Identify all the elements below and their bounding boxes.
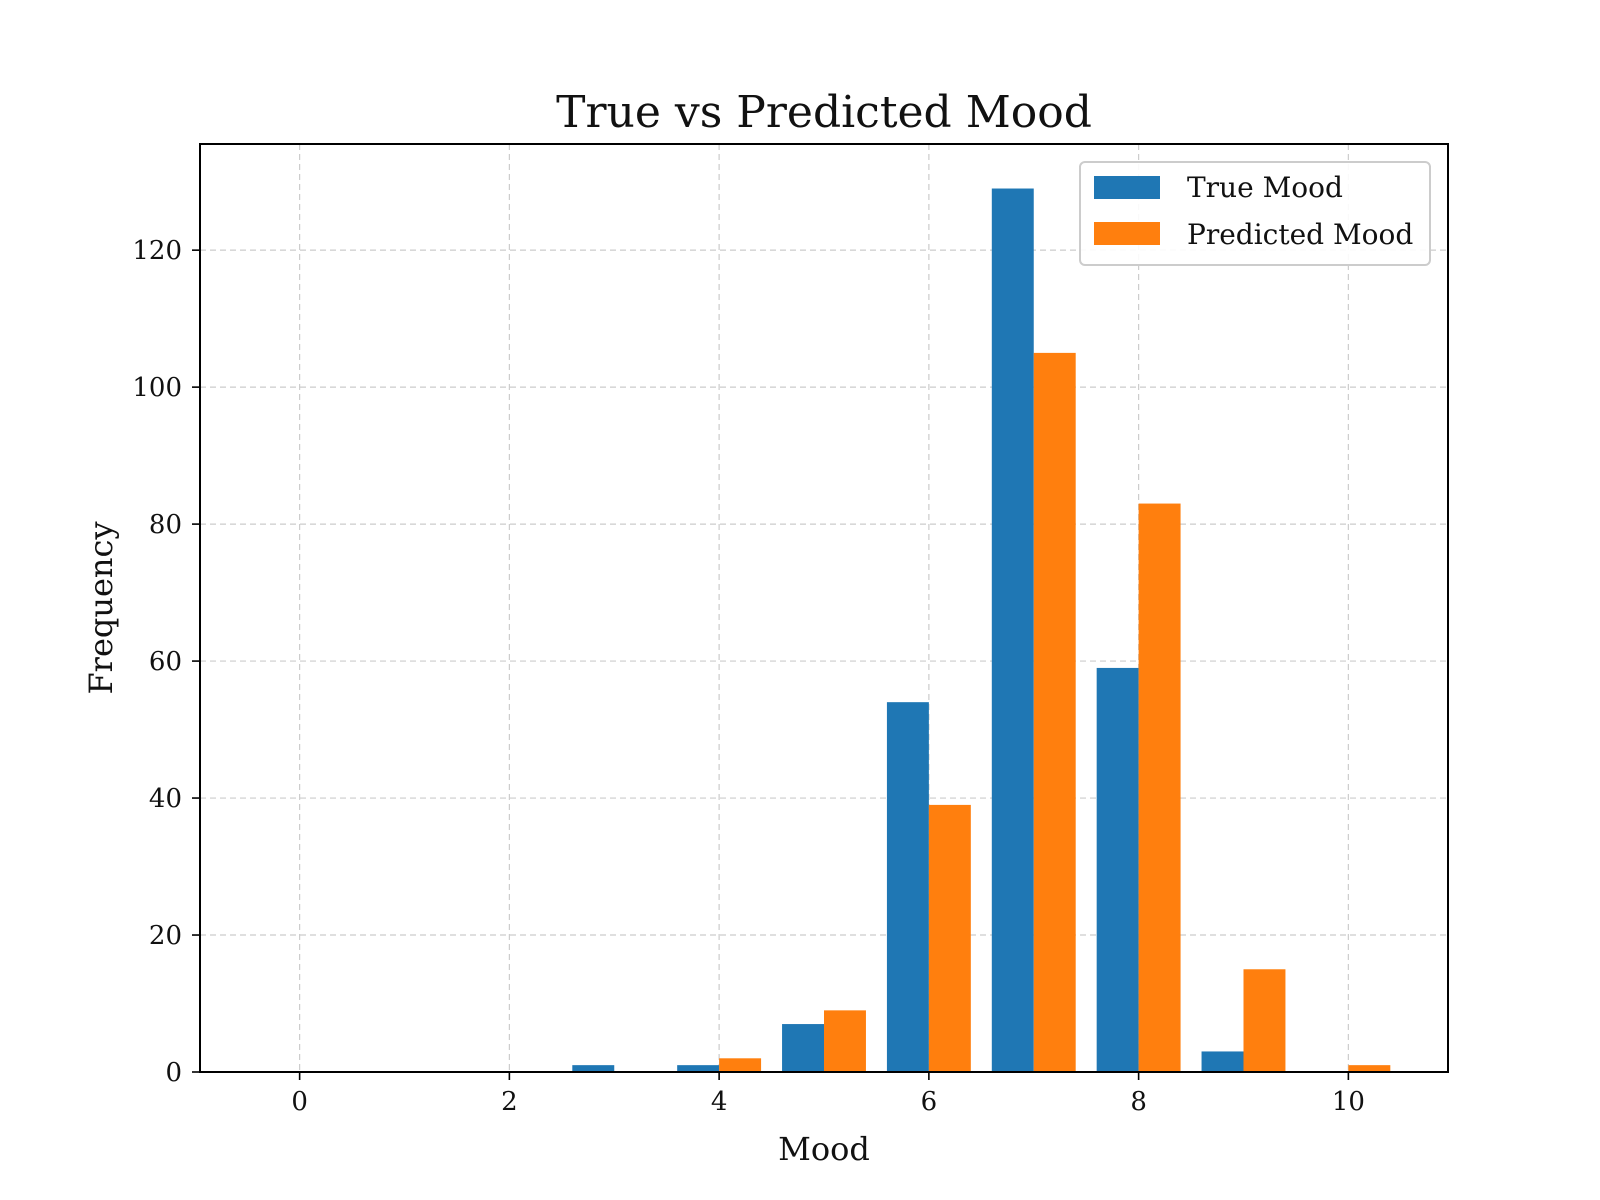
bar-predicted-mood-6 (928, 804, 971, 1072)
y-tick-label: 20 (149, 921, 182, 951)
bar-true-mood-3 (572, 1065, 615, 1072)
y-tick-label: 60 (149, 647, 182, 677)
y-tick-label: 40 (149, 784, 182, 814)
bar-true-mood-4 (677, 1065, 720, 1072)
bar-predicted-mood-9 (1243, 969, 1286, 1072)
bar-true-mood-8 (1096, 667, 1139, 1072)
x-axis-label: Mood (778, 1130, 870, 1168)
legend: True Mood Predicted Mood (1079, 161, 1431, 266)
bar-predicted-mood-4 (719, 1058, 762, 1072)
x-tick-label: 6 (921, 1087, 938, 1117)
bar-predicted-mood-7 (1033, 352, 1076, 1072)
bar-true-mood-5 (782, 1024, 824, 1072)
chart-title: True vs Predicted Mood (556, 87, 1092, 138)
x-tick-label: 2 (501, 1087, 518, 1117)
y-tick-label: 120 (132, 236, 182, 266)
y-tick-label: 100 (132, 373, 182, 403)
legend-label-true-mood: True Mood (1187, 171, 1343, 204)
bar-true-mood-6 (886, 702, 929, 1072)
bar-predicted-mood-5 (824, 1010, 866, 1072)
y-tick-label: 0 (165, 1058, 182, 1088)
y-axis-label: Frequency (82, 521, 120, 694)
y-tick-label: 80 (149, 510, 182, 540)
legend-swatch-true-mood (1094, 176, 1160, 199)
bar-predicted-mood-8 (1138, 503, 1181, 1072)
x-tick-label: 4 (711, 1087, 728, 1117)
bar-predicted-mood-10 (1348, 1065, 1391, 1072)
x-tick-label: 10 (1332, 1087, 1365, 1117)
bar-true-mood-7 (991, 188, 1034, 1072)
bar-true-mood-9 (1201, 1051, 1244, 1072)
legend-box (1079, 161, 1431, 266)
bar-layer (572, 188, 1391, 1072)
legend-swatch-predicted-mood (1094, 222, 1160, 245)
plot-frame (199, 143, 1449, 1073)
x-tick-label: 8 (1130, 1087, 1147, 1117)
x-tick-label: 0 (291, 1087, 308, 1117)
legend-label-predicted-mood: Predicted Mood (1187, 218, 1413, 251)
